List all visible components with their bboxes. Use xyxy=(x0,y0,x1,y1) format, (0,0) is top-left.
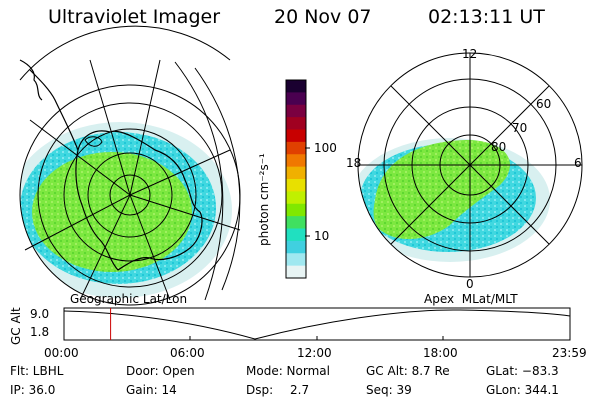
altitude-xtick-4: 23:59 xyxy=(552,346,587,360)
colorbar-segment xyxy=(286,117,306,131)
altitude-plot xyxy=(63,307,571,341)
glat-label: GLat: −83.3 xyxy=(486,364,559,378)
date-label: 20 Nov 07 xyxy=(274,6,372,28)
altitude-xtick-1: 06:00 xyxy=(170,346,205,360)
altitude-ytick-high: 9.0 xyxy=(30,307,50,321)
geographic-caption: Geographic Lat/Lon xyxy=(70,292,188,306)
apex-caption: Apex MLat/MLT xyxy=(424,292,518,306)
dsp-label: Dsp: xyxy=(246,383,274,397)
mlt-lines xyxy=(358,53,582,277)
colorbar-segment xyxy=(286,80,306,93)
colorbar-tick-label-10: 10 xyxy=(314,229,330,243)
lat-circle-4 xyxy=(37,102,223,288)
mlt-label-12: 12 xyxy=(462,47,478,61)
mlat-label-80: 80 xyxy=(491,140,507,154)
colorbar-segment xyxy=(286,154,306,168)
colorbar-segment xyxy=(286,166,306,180)
mlt-label-0: 0 xyxy=(466,277,474,291)
altitude-x-ticks xyxy=(63,336,571,340)
lat-circle-3 xyxy=(63,128,197,262)
altitude-ylabel: GC Alt xyxy=(9,307,23,345)
mlat-label-70: 70 xyxy=(512,121,528,135)
gain-label: Gain: 14 xyxy=(126,383,177,397)
altitude-xtick-2: 12:00 xyxy=(297,346,332,360)
colorbar-segment xyxy=(286,228,306,242)
lat-circle-5 xyxy=(19,84,241,306)
peninsula xyxy=(29,69,79,151)
apex-map xyxy=(357,52,583,278)
altitude-xtick-0: 00:00 xyxy=(44,346,79,360)
gc-alt-label: GC Alt: 8.7 Re xyxy=(366,364,450,378)
geographic-map xyxy=(19,25,241,306)
colorbar-segment xyxy=(286,240,306,254)
glon-label: GLon: 344.1 xyxy=(486,383,559,397)
colorbar-segment xyxy=(286,179,306,192)
dsp-value: 2.7 xyxy=(290,383,310,397)
island-fragment xyxy=(84,136,103,147)
projection-arc xyxy=(19,25,231,81)
colorbar-segment xyxy=(286,141,306,155)
instrument-title: Ultraviolet Imager xyxy=(48,6,221,28)
mode-label: Mode: Normal xyxy=(246,364,330,378)
mlt-label-6: 6 xyxy=(574,156,582,170)
south-america-tip xyxy=(19,59,43,101)
colorbar-segment xyxy=(286,203,306,217)
mlat-label-60: 60 xyxy=(536,97,552,111)
colorbar-segment xyxy=(286,191,306,205)
coastline xyxy=(75,130,203,271)
ip-label: IP: 36.0 xyxy=(10,383,56,397)
altitude-curve xyxy=(63,309,571,340)
seq-label: Seq: 39 xyxy=(366,383,412,397)
colorbar-segment xyxy=(286,92,306,106)
time-label: 02:13:11 UT xyxy=(428,6,545,28)
altitude-ytick-low: 1.8 xyxy=(30,325,50,339)
colorbar-segment xyxy=(286,216,306,230)
colorbar-unit-label: photon cm⁻²s⁻¹ xyxy=(257,153,271,246)
filter-label: Flt: LBHL xyxy=(10,364,64,378)
door-label: Door: Open xyxy=(126,364,195,378)
mlt-label-18: 18 xyxy=(346,156,362,170)
colorbar-tick-label-100: 100 xyxy=(314,141,337,155)
altitude-plot-frame xyxy=(63,307,571,341)
colorbar-segment xyxy=(286,253,306,267)
colorbar-segment xyxy=(286,129,306,143)
lat-circle-2 xyxy=(87,152,173,238)
colorbar-segment xyxy=(286,104,306,118)
colorbar-segment xyxy=(286,265,306,279)
aurora-green-left xyxy=(32,152,192,272)
lat-circle-1 xyxy=(109,174,151,216)
longitude-lines xyxy=(24,59,241,301)
projection-arc-right xyxy=(174,61,224,301)
altitude-xtick-3: 18:00 xyxy=(423,346,458,360)
colorbar-frame xyxy=(285,79,307,279)
colorbar xyxy=(286,80,306,279)
